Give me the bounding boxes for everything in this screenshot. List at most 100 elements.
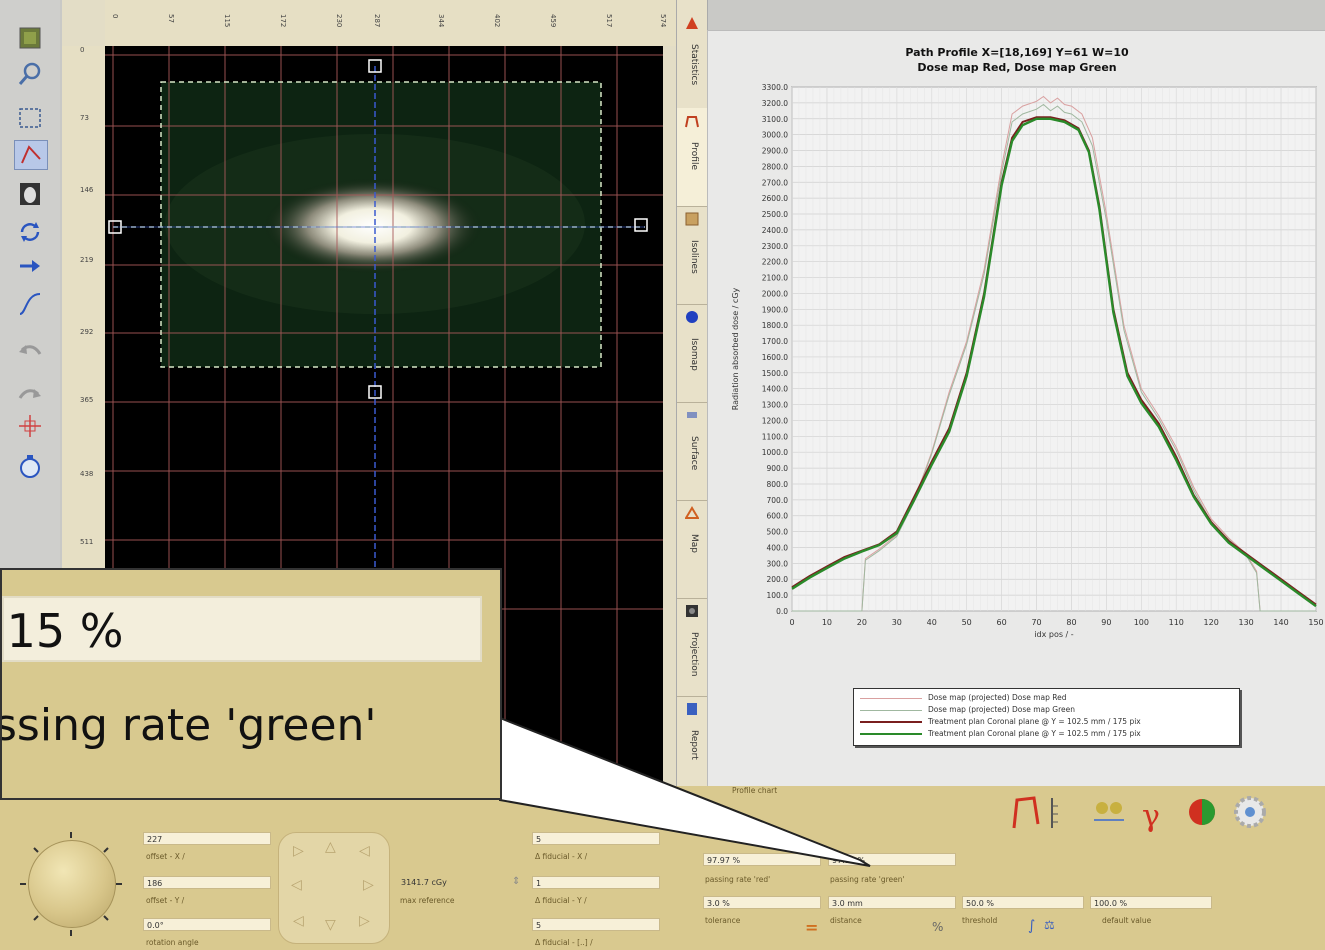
left-tick: 365 [80,396,94,404]
handle-top[interactable] [368,59,382,73]
legend-label: Treatment plan Coronal plane @ Y = 102.5… [928,717,1141,726]
rotation-knob[interactable] [28,840,116,928]
offset-y-field[interactable]: 186 [143,876,271,889]
x-tick-label: 40 [927,618,937,627]
dpad-up-icon[interactable]: △ [325,839,336,855]
fiducial-l-field[interactable]: 5 [532,918,660,931]
roi-rectangle[interactable] [160,81,602,368]
threshold-curve-icon[interactable]: ∫ [1028,918,1036,934]
offset-x-field[interactable]: 227 [143,832,271,845]
dpad-up-left-icon[interactable]: ▷ [293,843,304,859]
tab-statistics[interactable]: Statistics [677,10,707,109]
legend-swatch [860,733,922,735]
y-tick-label: 3200.0 [762,99,788,108]
handle-bottom[interactable] [368,385,382,399]
legend-entry: Dose map (projected) Dose map Red [860,693,1067,702]
percent-icon[interactable]: % [932,920,944,934]
top-tick: 57 [167,14,175,23]
crosshair-icon[interactable] [14,412,46,440]
dpad-up-right-icon[interactable]: ◁ [359,843,370,859]
threshold-scale-icon[interactable]: ⚖ [1044,918,1055,932]
tab-profile[interactable]: Profile [677,108,707,207]
chart-title-block: Path Profile X=[18,169] Y=61 W=10 Dose m… [708,45,1325,75]
selection-rect-icon[interactable] [14,104,46,132]
y-tick-label: 700.0 [767,496,789,505]
default-value-field[interactable]: 100.0 % [1090,896,1212,909]
tab-report[interactable]: Report [677,696,707,797]
report-icon [687,703,697,715]
ruler-icon[interactable] [1051,798,1058,828]
tab-map[interactable]: Map [677,500,707,599]
top-tick: 344 [437,14,445,28]
settings-icon[interactable] [558,788,582,812]
dpad-down-right-icon[interactable]: ▷ [359,913,370,929]
tab-isolines[interactable]: Isolines [677,206,707,305]
top-tick: 230 [335,14,343,28]
offset-x-label: offset - X / [146,852,185,861]
equals-icon[interactable]: = [805,918,819,937]
threshold-field[interactable]: 50.0 % [962,896,1084,909]
timer-icon[interactable] [14,452,46,480]
spin-arrows-icon[interactable]: ⇕ [512,876,521,887]
y-tick-label: 2800.0 [762,162,788,171]
dose-image-canvas[interactable] [105,46,663,810]
tab-label: Statistics [689,44,699,86]
rotate-icon[interactable] [14,218,46,246]
distance-field[interactable]: 3.0 mm [828,896,956,909]
path-profile-icon[interactable] [14,140,48,170]
y-tick-label: 600.0 [767,512,789,521]
top-ruler: 0 57 115 172 230 287 344 402 459 517 574 [105,0,680,46]
arrow-right-icon[interactable] [14,252,46,280]
handle-left[interactable] [108,220,122,234]
left-tick: 219 [80,256,94,264]
dpad-down-icon[interactable]: ▽ [325,917,336,933]
threshold-label: threshold [962,916,998,925]
left-tick: 438 [80,470,94,478]
legend-entry: Treatment plan Coronal plane @ Y = 102.5… [860,729,1141,738]
legend-swatch [860,697,922,699]
left-tick: 73 [80,114,89,122]
hand-icon[interactable] [14,180,46,208]
magnifier-overlay: .15 % ssing rate 'green' [0,568,502,800]
magnifier-icon[interactable] [14,60,46,88]
legend-label: Dose map (projected) Dose map Green [928,705,1075,714]
x-tick-label: 10 [822,618,832,627]
rotation-angle-field[interactable]: 0.0° [143,918,271,931]
tab-surface[interactable]: Surface [677,402,707,501]
max-reference-value: 3141.7 cGy [398,876,510,889]
chart-subtitle: Dose map Red, Dose map Green [917,61,1117,74]
redo-icon[interactable] [14,380,46,408]
undo-icon[interactable] [14,336,46,364]
legend-label: Treatment plan Coronal plane @ Y = 102.5… [928,729,1141,738]
dpad-down-left-icon[interactable]: ◁ [293,913,304,929]
curve-icon[interactable] [14,290,46,318]
left-tick: 511 [80,538,94,546]
tab-label: Report [689,730,699,760]
settings-gear-icon[interactable] [1234,796,1266,828]
export-icon[interactable] [609,791,637,815]
default-value-label: default value [1102,916,1152,925]
y-tick-label: 800.0 [767,480,789,489]
gamma-icon[interactable]: γ [1142,799,1160,832]
profile-tool-icon[interactable] [1012,796,1040,829]
chart-legend: Dose map (projected) Dose map Red Dose ma… [853,688,1240,746]
y-tick-label: 1000.0 [762,448,788,457]
dpad-right-icon[interactable]: ▷ [363,877,374,893]
y-tick-label: 2100.0 [762,274,788,283]
fiducial-x-field[interactable]: 5 [532,832,660,845]
distance-label: distance [830,916,862,925]
dpad-left-icon[interactable]: ◁ [291,877,302,893]
legend-label: Dose map (projected) Dose map Red [928,693,1067,702]
y-tick-label: 2900.0 [762,147,788,156]
handle-right[interactable] [634,218,648,232]
tab-projection[interactable]: Projection [677,598,707,697]
thumbnail-icon[interactable] [14,24,46,52]
y-tick-label: 1700.0 [762,337,788,346]
filter-icon[interactable] [1094,802,1124,821]
color-wheel-icon[interactable] [1189,799,1215,825]
tolerance-field[interactable]: 3.0 % [703,896,821,909]
tab-isomap[interactable]: Isomap [677,304,707,403]
y-tick-label: 1500.0 [762,369,788,378]
top-tick: 287 [373,14,381,28]
fiducial-y-field[interactable]: 1 [532,876,660,889]
